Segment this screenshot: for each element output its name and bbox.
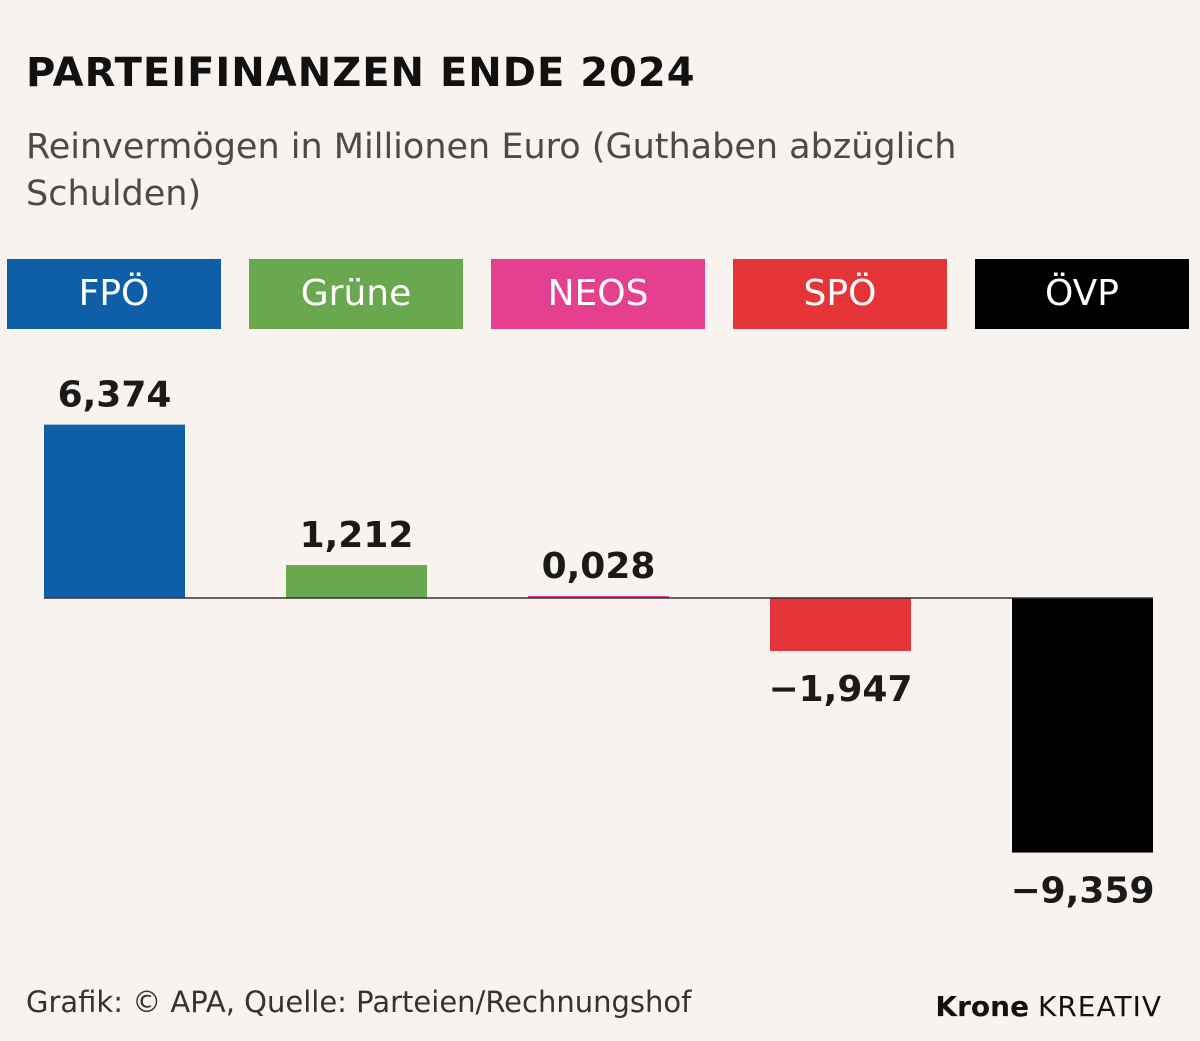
value-label-fpoe: 6,374	[58, 375, 172, 416]
bar-fpoe	[44, 424, 185, 598]
legend-item-gruene: Grüne	[249, 259, 463, 329]
legend-item-oevp: ÖVP	[975, 259, 1189, 329]
legend-item-neos: NEOS	[491, 259, 705, 329]
legend-item-fpoe: FPÖ	[7, 259, 221, 329]
value-label-gruene: 1,212	[300, 515, 414, 556]
source-credit: Grafik: © APA, Quelle: Parteien/Rechnung…	[26, 985, 692, 1019]
chart-title: PARTEIFINANZEN ENDE 2024	[26, 50, 696, 96]
brand-suffix: KREATIV	[1037, 990, 1162, 1023]
bar-gruene	[286, 565, 427, 598]
legend-item-spoe: SPÖ	[733, 259, 947, 329]
value-label-spoe: −1,947	[768, 669, 912, 710]
legend: FPÖ Grüne NEOS SPÖ ÖVP	[0, 259, 1200, 329]
brand-name: Krone	[935, 990, 1030, 1023]
value-label-neos: 0,028	[542, 546, 656, 587]
brand-logo: Krone KREATIV	[935, 990, 1162, 1023]
bar-oevp	[1012, 598, 1153, 853]
chart-subtitle: Reinvermögen in Millionen Euro (Guthaben…	[26, 127, 957, 214]
bar-neos	[528, 596, 669, 598]
bar-spoe	[770, 598, 911, 651]
value-label-oevp: −9,359	[1010, 871, 1154, 912]
